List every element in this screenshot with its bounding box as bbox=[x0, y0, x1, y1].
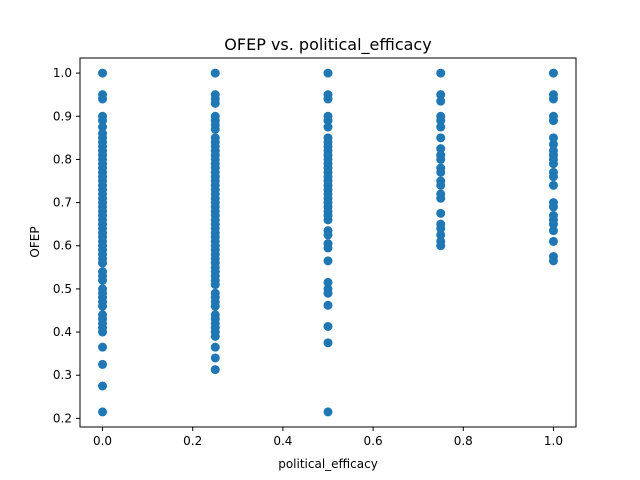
x-axis-label: political_efficacy bbox=[278, 457, 378, 471]
data-point bbox=[98, 359, 108, 369]
data-point bbox=[548, 159, 558, 169]
data-point bbox=[210, 365, 220, 375]
data-point bbox=[548, 219, 558, 229]
data-point bbox=[436, 133, 446, 143]
data-point bbox=[323, 288, 333, 298]
data-point bbox=[210, 68, 220, 78]
data-point bbox=[436, 122, 446, 132]
data-point bbox=[323, 321, 333, 331]
data-point bbox=[548, 133, 558, 143]
data-point bbox=[436, 154, 446, 164]
data-point bbox=[548, 202, 558, 212]
x-tick-label: 0.6 bbox=[364, 434, 383, 448]
data-point bbox=[210, 342, 220, 352]
data-point bbox=[210, 301, 220, 311]
data-point bbox=[436, 96, 446, 106]
data-point bbox=[548, 172, 558, 182]
data-point bbox=[98, 68, 108, 78]
data-point bbox=[323, 68, 333, 78]
data-point bbox=[548, 116, 558, 126]
data-point bbox=[436, 116, 446, 126]
data-point bbox=[323, 122, 333, 132]
data-point bbox=[548, 236, 558, 246]
data-point bbox=[436, 90, 446, 100]
y-tick-label: 0.6 bbox=[53, 239, 72, 253]
y-tick-label: 0.3 bbox=[53, 368, 72, 382]
data-point bbox=[323, 300, 333, 310]
data-point bbox=[436, 230, 446, 240]
x-tick-label: 0.0 bbox=[93, 434, 112, 448]
data-point bbox=[98, 381, 108, 391]
data-point bbox=[548, 180, 558, 190]
data-point bbox=[210, 353, 220, 363]
data-point bbox=[98, 94, 108, 104]
x-tick-label: 0.8 bbox=[454, 434, 473, 448]
data-point bbox=[98, 342, 108, 352]
x-axis: 0.0 0.2 0.4 0.6 0.8 1.0 bbox=[93, 427, 563, 448]
data-point bbox=[210, 98, 220, 108]
data-point bbox=[323, 338, 333, 348]
data-point bbox=[436, 193, 446, 203]
data-point bbox=[98, 327, 108, 337]
data-point bbox=[98, 407, 108, 417]
y-tick-label: 0.7 bbox=[53, 196, 72, 210]
data-point bbox=[323, 256, 333, 266]
data-point bbox=[323, 243, 333, 253]
data-point bbox=[323, 94, 333, 104]
data-point bbox=[548, 226, 558, 236]
y-tick-label: 0.8 bbox=[53, 152, 72, 166]
data-point bbox=[436, 223, 446, 233]
y-axis-label: OFEP bbox=[28, 226, 42, 257]
data-point bbox=[436, 144, 446, 154]
data-point bbox=[210, 124, 220, 134]
data-point bbox=[210, 280, 220, 290]
x-tick-label: 0.2 bbox=[183, 434, 202, 448]
data-point bbox=[323, 215, 333, 225]
data-point bbox=[548, 256, 558, 266]
plot-frame bbox=[79, 57, 577, 428]
data-point bbox=[548, 139, 558, 149]
x-tick-label: 1.0 bbox=[544, 434, 563, 448]
data-point bbox=[323, 407, 333, 417]
data-point bbox=[323, 116, 333, 126]
y-tick-label: 0.4 bbox=[53, 325, 72, 339]
data-point bbox=[98, 301, 108, 311]
data-point bbox=[548, 68, 558, 78]
y-tick-label: 0.2 bbox=[53, 411, 72, 425]
data-point bbox=[436, 180, 446, 190]
data-point bbox=[98, 116, 108, 126]
y-tick-label: 0.9 bbox=[53, 109, 72, 123]
scatter-points bbox=[98, 68, 558, 417]
data-point bbox=[436, 167, 446, 177]
data-point bbox=[98, 258, 108, 268]
data-point bbox=[436, 68, 446, 78]
data-point bbox=[210, 331, 220, 341]
data-point bbox=[323, 277, 333, 287]
data-point bbox=[548, 94, 558, 104]
y-axis: 0.2 0.3 0.4 0.5 0.6 0.7 0.8 0.9 1.0 bbox=[53, 66, 80, 425]
data-point bbox=[436, 208, 446, 218]
data-point bbox=[98, 122, 108, 132]
chart-title: OFEP vs. political_efficacy bbox=[224, 35, 431, 55]
data-point bbox=[98, 275, 108, 285]
data-point bbox=[323, 230, 333, 240]
data-point bbox=[436, 241, 446, 251]
y-tick-label: 1.0 bbox=[53, 66, 72, 80]
y-tick-label: 0.5 bbox=[53, 282, 72, 296]
x-tick-label: 0.4 bbox=[273, 434, 292, 448]
